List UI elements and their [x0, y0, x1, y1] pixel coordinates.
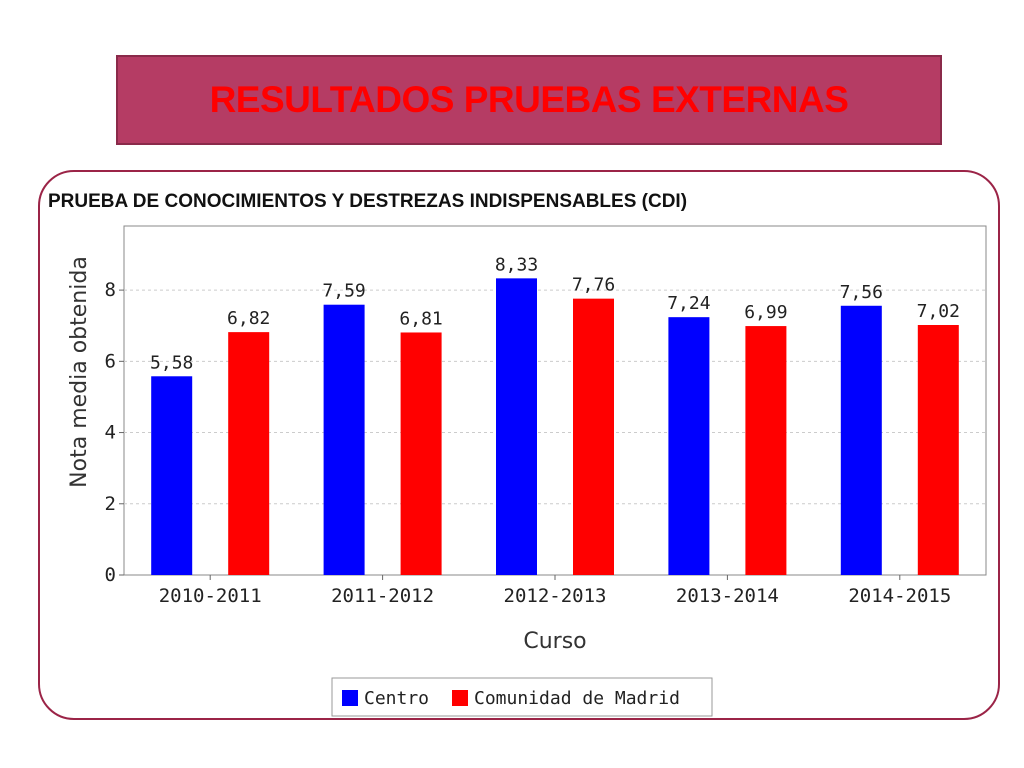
- y-tick-label: 2: [105, 493, 116, 515]
- x-tick-label: 2012-2013: [504, 585, 607, 607]
- data-label: 5,58: [150, 352, 193, 373]
- data-label: 7,76: [572, 275, 615, 296]
- x-tick-label: 2010-2011: [159, 585, 262, 607]
- data-label: 6,81: [399, 308, 442, 329]
- bar-madrid: [400, 332, 442, 575]
- x-tick-label: 2014-2015: [848, 585, 951, 607]
- bar-centro: [323, 304, 365, 575]
- data-label: 6,99: [744, 302, 787, 323]
- legend-swatch-centro: [342, 690, 358, 706]
- bar-madrid: [228, 332, 270, 575]
- bar-centro: [668, 317, 710, 575]
- value-labels: 5,58 6,82 7,59 6,81 8,33 7,76 7,24 6,99 7,56 7,02: [150, 254, 960, 373]
- axes: 0 2 4 6 8 2010-2011 2011-2012 2012-2013 2013-201…: [105, 279, 952, 607]
- title-banner: RESULTADOS PRUEBAS EXTERNAS: [116, 55, 942, 145]
- x-axis-label: Curso: [523, 629, 586, 654]
- chart-title: PRUEBA DE CONOCIMIENTOS Y DESTREZAS INDI…: [48, 191, 687, 212]
- legend-label-madrid: Comunidad de Madrid: [474, 688, 680, 709]
- bar-chart: PRUEBA DE CONOCIMIENTOS Y DESTREZAS INDI…: [48, 191, 987, 717]
- y-axis-label: Nota media obtenida: [67, 256, 92, 488]
- legend-label-centro: Centro: [364, 688, 429, 709]
- x-tick-label: 2013-2014: [676, 585, 779, 607]
- data-label: 7,02: [917, 301, 960, 322]
- chart-panel: PRUEBA DE CONOCIMIENTOS Y DESTREZAS INDI…: [38, 170, 1000, 720]
- y-tick-label: 4: [105, 422, 116, 444]
- data-label: 6,82: [227, 308, 270, 329]
- page-title: RESULTADOS PRUEBAS EXTERNAS: [209, 79, 849, 120]
- legend-swatch-madrid: [452, 690, 468, 706]
- legend: Centro Comunidad de Madrid: [331, 677, 713, 717]
- y-tick-label: 0: [105, 564, 116, 586]
- data-label: 7,59: [322, 281, 365, 302]
- data-label: 7,24: [667, 293, 710, 314]
- bar-madrid: [573, 298, 614, 575]
- legend-box: [331, 677, 713, 717]
- bar-madrid: [917, 325, 959, 575]
- y-tick-label: 8: [105, 279, 116, 301]
- bar-centro: [496, 278, 537, 575]
- data-label: 7,56: [840, 282, 883, 303]
- data-label: 8,33: [495, 254, 538, 275]
- bar-centro: [151, 376, 193, 575]
- bars: [151, 278, 959, 575]
- bar-centro: [840, 305, 882, 575]
- bar-madrid: [745, 326, 787, 575]
- x-tick-label: 2011-2012: [331, 585, 434, 607]
- y-tick-label: 6: [105, 350, 116, 372]
